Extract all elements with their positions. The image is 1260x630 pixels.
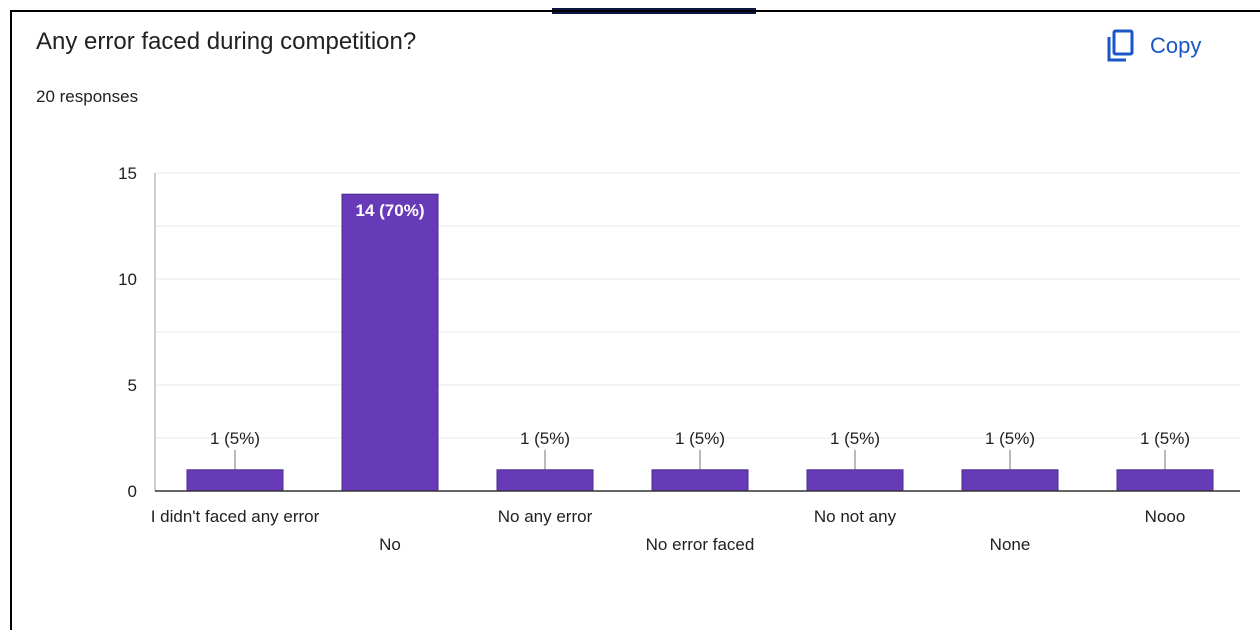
data-label: 1 (5%) — [830, 429, 880, 448]
category-label: No any error — [498, 507, 593, 526]
category-label: No — [379, 535, 401, 554]
bar-chart: 0 5 10 15 1 (5%) I didn't faced any error 14 (… — [118, 164, 1240, 554]
category-label: None — [990, 535, 1031, 554]
category-label: Nooo — [1145, 507, 1186, 526]
category-label: No not any — [814, 507, 897, 526]
bar — [806, 469, 904, 492]
bar — [341, 193, 439, 492]
data-label: 1 (5%) — [520, 429, 570, 448]
bar — [496, 469, 594, 492]
data-label: 1 (5%) — [985, 429, 1035, 448]
bar — [1116, 469, 1214, 492]
bar — [961, 469, 1059, 492]
data-label: 14 (70%) — [356, 201, 425, 220]
copy-icon — [1106, 29, 1136, 63]
y-tick-label: 10 — [118, 270, 137, 289]
y-tick-label: 5 — [128, 376, 137, 395]
y-tick-label: 0 — [128, 482, 137, 501]
question-card — [10, 10, 1260, 630]
question-title: Any error faced during competition? — [36, 28, 417, 55]
category-label: I didn't faced any error — [151, 507, 320, 526]
data-label: 1 (5%) — [675, 429, 725, 448]
data-label: 1 (5%) — [210, 429, 260, 448]
bar — [651, 469, 749, 492]
bar — [186, 469, 284, 492]
response-count: 20 responses — [36, 87, 139, 106]
copy-button-label: Copy — [1150, 33, 1202, 58]
copy-button[interactable]: Copy — [1106, 26, 1201, 66]
y-tick-label: 15 — [118, 164, 137, 183]
data-label: 1 (5%) — [1140, 429, 1190, 448]
category-label: No error faced — [646, 535, 755, 554]
